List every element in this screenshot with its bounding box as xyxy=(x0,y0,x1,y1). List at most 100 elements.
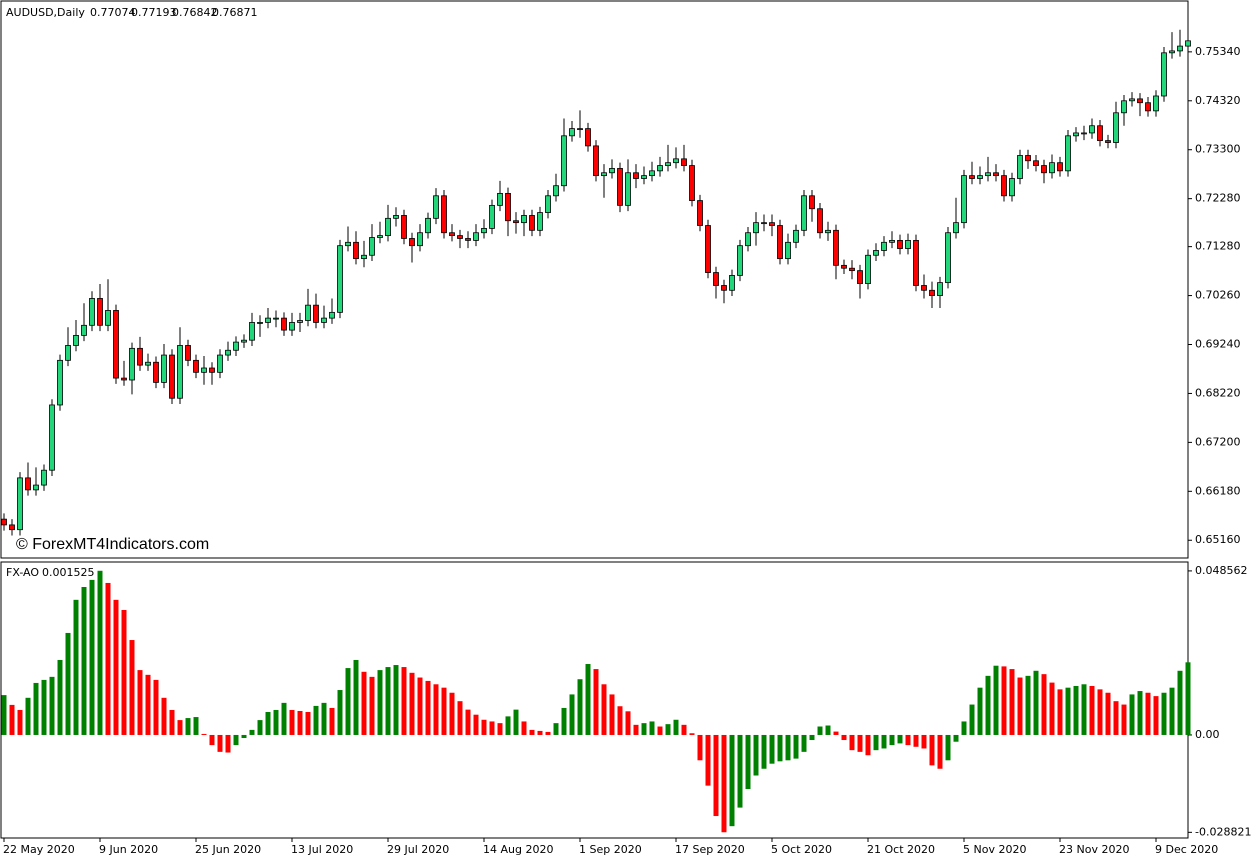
candle-body xyxy=(81,324,87,336)
y-tick-label: 0.74320 xyxy=(1195,94,1241,107)
histogram-bar xyxy=(505,716,511,735)
histogram-bar xyxy=(217,734,223,752)
candle-body xyxy=(377,235,383,238)
histogram-bar xyxy=(969,704,975,735)
candle-body xyxy=(769,222,775,226)
histogram-bar xyxy=(1129,694,1135,735)
candle-body xyxy=(881,241,887,251)
indicator-value: 0.001525 xyxy=(42,566,95,579)
x-tick-label: 22 May 2020 xyxy=(3,843,75,856)
candle-body xyxy=(641,175,647,179)
candle-body xyxy=(361,254,367,260)
candle-body xyxy=(353,241,359,260)
candle-body xyxy=(1153,95,1159,112)
candle-body xyxy=(977,175,983,179)
histogram-bar xyxy=(921,734,927,749)
candle-body xyxy=(625,172,631,206)
histogram-bar xyxy=(905,734,911,746)
histogram-bar xyxy=(345,668,351,735)
histogram-bar xyxy=(881,734,887,749)
candle-body xyxy=(937,282,943,296)
candle-body xyxy=(9,524,15,531)
candle-body xyxy=(113,310,119,379)
candle-body xyxy=(1033,160,1039,166)
histogram-bar xyxy=(209,734,215,746)
histogram-bar xyxy=(433,684,439,735)
histogram-bar xyxy=(321,702,327,735)
histogram-bar xyxy=(1041,674,1047,735)
candle-body xyxy=(25,477,31,491)
histogram-bar xyxy=(681,724,687,735)
histogram-bar xyxy=(1121,704,1127,735)
histogram-bar xyxy=(409,672,415,735)
histogram-bar xyxy=(961,721,967,735)
candle-body xyxy=(153,361,159,383)
histogram-bar xyxy=(745,734,751,790)
histogram-bar xyxy=(1105,692,1111,735)
histogram-bar xyxy=(41,679,47,735)
histogram-bar xyxy=(1,695,7,735)
histogram-bar xyxy=(801,734,807,752)
histogram-bar xyxy=(1049,682,1055,735)
candle-body xyxy=(961,175,967,224)
candle-body xyxy=(841,264,847,269)
candle-body xyxy=(393,215,399,219)
candle-body xyxy=(617,168,623,206)
candle-body xyxy=(785,241,791,260)
candle-body xyxy=(281,317,287,331)
x-tick-label: 25 Jun 2020 xyxy=(195,843,261,856)
histogram-bar xyxy=(481,719,487,735)
candle-body xyxy=(305,304,311,321)
candle-body xyxy=(713,272,719,286)
histogram-bar xyxy=(89,579,95,735)
histogram-bar xyxy=(817,726,823,735)
candle-body xyxy=(489,204,495,229)
x-tick-label: 5 Oct 2020 xyxy=(771,843,832,856)
candle-body xyxy=(1137,98,1143,104)
candle-body xyxy=(865,254,871,284)
histogram-bar xyxy=(689,733,695,735)
histogram-bar xyxy=(113,599,119,735)
histogram-bar xyxy=(585,664,591,735)
x-tick-label: 9 Jun 2020 xyxy=(99,843,158,856)
histogram-bar xyxy=(1065,687,1071,735)
y-tick-label: 0.65160 xyxy=(1195,533,1241,546)
histogram-bar xyxy=(913,734,919,747)
candle-body xyxy=(105,310,111,326)
histogram-bar xyxy=(33,682,39,735)
candle-body xyxy=(73,334,79,346)
histogram-bar xyxy=(865,734,871,756)
candle-body xyxy=(1041,165,1047,174)
candle-body xyxy=(65,345,71,361)
candle-body xyxy=(505,192,511,222)
histogram-bar xyxy=(129,640,135,735)
candle-body xyxy=(1057,162,1063,172)
histogram-bar xyxy=(937,734,943,769)
candle-body xyxy=(1001,175,1007,197)
histogram-bar xyxy=(313,705,319,735)
candle-body xyxy=(177,345,183,399)
candle-body xyxy=(1105,140,1111,143)
candle-body xyxy=(169,354,175,399)
histogram-bar xyxy=(1113,701,1119,735)
candle-body xyxy=(889,239,895,243)
histogram-bar xyxy=(777,734,783,762)
histogram-bar xyxy=(377,670,383,735)
candle-body xyxy=(1145,102,1151,112)
price-panel xyxy=(0,0,1189,559)
histogram-bar xyxy=(265,711,271,735)
histogram-bar xyxy=(441,687,447,735)
candle-body xyxy=(297,320,303,323)
histogram-bar xyxy=(641,723,647,735)
candle-body xyxy=(497,192,503,206)
histogram-bar xyxy=(1057,689,1063,735)
candle-body xyxy=(441,195,447,234)
histogram-bar xyxy=(233,734,239,746)
histogram-bar xyxy=(305,711,311,735)
histogram-bar xyxy=(369,676,375,735)
histogram-bar xyxy=(625,711,631,735)
histogram-bar xyxy=(201,733,207,735)
histogram-bar xyxy=(425,680,431,735)
candle-body xyxy=(529,215,535,231)
